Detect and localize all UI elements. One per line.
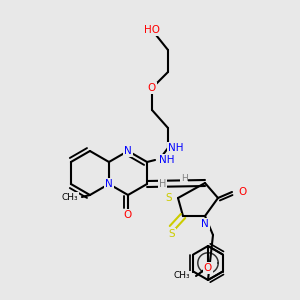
Text: HO: HO bbox=[144, 25, 160, 35]
Text: NH: NH bbox=[159, 155, 175, 165]
Text: NH: NH bbox=[168, 143, 184, 153]
Text: N: N bbox=[201, 219, 209, 229]
Text: H: H bbox=[181, 174, 188, 183]
Text: O: O bbox=[238, 187, 246, 197]
Text: O: O bbox=[148, 83, 156, 93]
Text: N: N bbox=[105, 179, 113, 189]
Text: S: S bbox=[169, 229, 175, 239]
Text: H: H bbox=[159, 179, 166, 189]
Text: O: O bbox=[204, 263, 212, 273]
Text: O: O bbox=[124, 210, 132, 220]
Text: CH₃: CH₃ bbox=[61, 193, 78, 202]
Text: S: S bbox=[165, 193, 172, 203]
Text: N: N bbox=[124, 146, 132, 156]
Text: CH₃: CH₃ bbox=[173, 272, 190, 280]
